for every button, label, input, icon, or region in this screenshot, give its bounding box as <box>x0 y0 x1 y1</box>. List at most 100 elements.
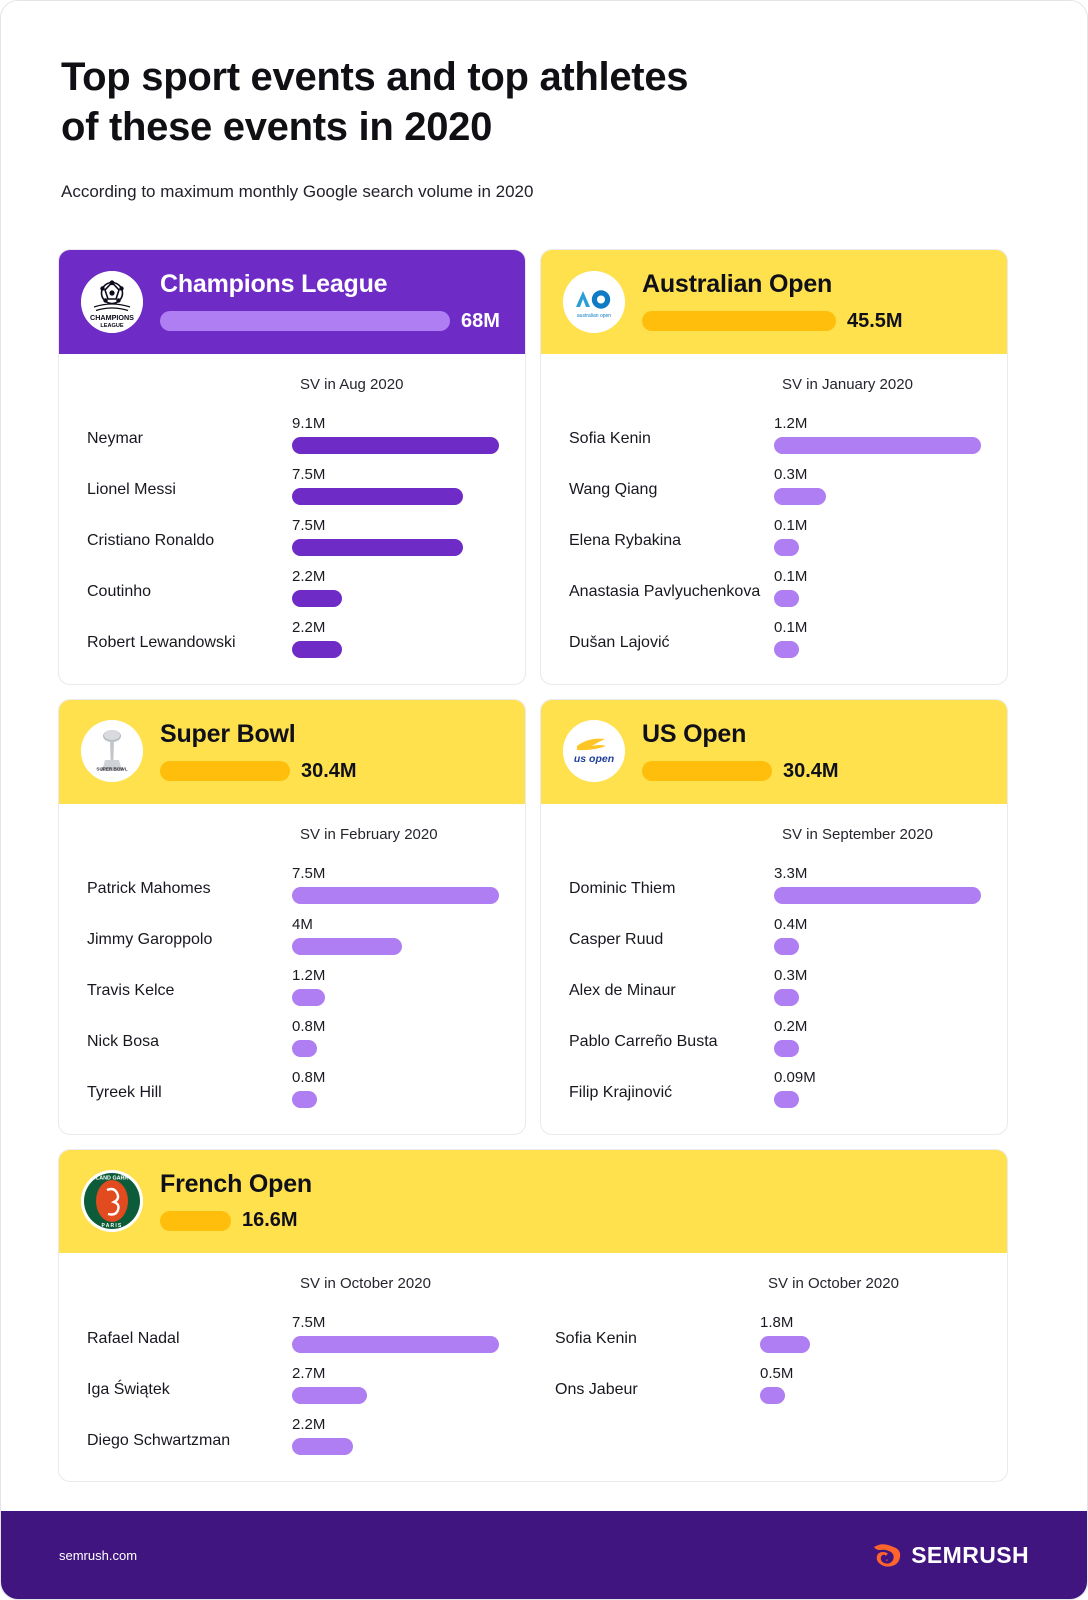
athlete-row: Sofia Kenin 1.2M <box>569 403 985 454</box>
footer-url[interactable]: semrush.com <box>59 1547 138 1563</box>
athlete-bar-wrap: 2.2M <box>292 568 503 607</box>
athlete-value: 7.5M <box>292 465 326 483</box>
athlete-column: SV in September 2020 Dominic Thiem 3.3M … <box>569 826 985 1108</box>
event-card[interactable]: us open US Open 30.4M SV in September 20… <box>540 698 1008 1135</box>
event-volume-row: 45.5M <box>642 310 985 333</box>
athlete-bar-wrap: 0.8M <box>292 1069 503 1108</box>
athlete-bar <box>760 1336 810 1354</box>
champions-league-logo: CHAMPIONS LEAGUE <box>81 270 143 333</box>
athlete-row: Anastasia Pavlyuchenkova 0.1M <box>569 556 985 607</box>
athlete-row: Lionel Messi 7.5M <box>87 454 503 505</box>
athlete-row: Robert Lewandowski 2.2M <box>87 607 503 658</box>
athlete-bar-wrap: 4M <box>292 916 503 955</box>
event-volume-bar <box>642 761 772 782</box>
athlete-bar <box>292 1438 353 1456</box>
athlete-name: Neymar <box>87 430 144 448</box>
athlete-bar-wrap: 7.5M <box>292 865 503 904</box>
athlete-value: 1.8M <box>760 1314 794 1332</box>
event-volume-value: 45.5M <box>847 309 903 332</box>
event-card-body: SV in October 2020 Rafael Nadal 7.5M Iga… <box>59 1253 1007 1481</box>
athlete-bar-wrap: 0.3M <box>774 967 985 1006</box>
athlete-row: Iga Świątek 2.7M <box>87 1353 517 1405</box>
sv-label: SV in January 2020 <box>782 375 913 393</box>
event-card[interactable]: SUPER BOWL Super Bowl 30.4M SV in Februa… <box>58 698 526 1135</box>
athlete-row: Dušan Lajović 0.1M <box>569 607 985 658</box>
athlete-name: Anastasia Pavlyuchenkova <box>569 583 761 601</box>
svg-text:SUPER BOWL: SUPER BOWL <box>96 767 127 772</box>
athlete-bar <box>774 436 981 454</box>
semrush-mark-icon <box>874 1544 901 1567</box>
athlete-row: Casper Ruud 0.4M <box>569 904 985 955</box>
athlete-bar-wrap: 0.1M <box>774 517 985 556</box>
event-header-content: Champions League 68M <box>160 270 503 333</box>
athlete-bar <box>774 589 799 607</box>
event-card-body: SV in February 2020 Patrick Mahomes 7.5M… <box>59 804 525 1134</box>
sv-label: SV in Aug 2020 <box>300 375 404 393</box>
event-card-header: CHAMPIONS LEAGUE Champions League 68M <box>59 250 525 354</box>
event-logo: australian open <box>563 270 625 333</box>
athlete-row: Wang Qiang 0.3M <box>569 454 985 505</box>
athlete-row: Jimmy Garoppolo 4M <box>87 904 503 955</box>
event-card-header: us open US Open 30.4M <box>541 699 1007 804</box>
athlete-bar <box>292 487 463 505</box>
svg-text:CHAMPIONS: CHAMPIONS <box>90 313 134 322</box>
athlete-row: Cristiano Ronaldo 7.5M <box>87 505 503 556</box>
page-title: Top sport events and top athletes of the… <box>61 53 781 152</box>
athlete-bar-wrap: 0.1M <box>774 619 985 658</box>
event-card[interactable]: australian open Australian Open 45.5M SV… <box>540 249 1008 685</box>
athlete-row: Alex de Minaur 0.3M <box>569 955 985 1006</box>
athlete-bar <box>292 1336 499 1354</box>
athlete-bar <box>774 640 799 658</box>
athlete-row: Diego Schwartzman 2.2M <box>87 1404 517 1456</box>
athlete-name: Coutinho <box>87 583 152 601</box>
athlete-row: Nick Bosa 0.8M <box>87 1006 503 1057</box>
svg-text:australian open: australian open <box>577 313 611 319</box>
athlete-column: SV in October 2020 Rafael Nadal 7.5M Iga… <box>87 1275 517 1456</box>
event-name: Champions League <box>160 270 388 299</box>
event-card[interactable]: ROLAND GARROS PARIS French Open 16.6M SV… <box>58 1148 1008 1483</box>
athlete-bar <box>292 640 342 658</box>
svg-text:us open: us open <box>574 753 614 765</box>
athlete-bar <box>292 1090 317 1108</box>
athlete-value: 3.3M <box>774 864 808 882</box>
athlete-bar-wrap: 7.5M <box>292 1314 517 1354</box>
athlete-value: 9.1M <box>292 414 326 432</box>
athlete-value: 0.3M <box>774 966 808 984</box>
athlete-bar <box>292 436 499 454</box>
athlete-name: Travis Kelce <box>87 981 175 999</box>
athlete-bar-wrap: 0.1M <box>774 568 985 607</box>
event-card[interactable]: CHAMPIONS LEAGUE Champions League 68M SV… <box>58 249 526 685</box>
athlete-name: Filip Krajinović <box>569 1083 673 1101</box>
athlete-value: 0.1M <box>774 618 808 636</box>
event-header-content: US Open 30.4M <box>642 720 985 783</box>
athlete-value: 7.5M <box>292 1314 326 1332</box>
athlete-row: Dominic Thiem 3.3M <box>569 853 985 904</box>
athlete-bar-wrap: 9.1M <box>292 415 503 454</box>
athlete-bar <box>774 937 799 955</box>
athlete-name: Rafael Nadal <box>87 1329 180 1347</box>
athlete-bar-wrap: 0.2M <box>774 1018 985 1057</box>
athlete-row: Tyreek Hill 0.8M <box>87 1057 503 1108</box>
event-name: US Open <box>642 719 747 748</box>
athlete-value: 2.2M <box>292 567 326 585</box>
athlete-bar <box>292 589 342 607</box>
athlete-name: Diego Schwartzman <box>87 1431 231 1449</box>
athlete-bar <box>774 988 799 1006</box>
athlete-bar <box>292 1387 367 1405</box>
athlete-bar <box>292 1039 317 1057</box>
athlete-name: Dušan Lajović <box>569 634 670 652</box>
athlete-name: Lionel Messi <box>87 481 176 499</box>
athlete-bar-wrap: 1.8M <box>760 1314 985 1354</box>
athlete-column: SV in Aug 2020 Neymar 9.1M Lionel Messi … <box>87 376 503 658</box>
athlete-bar-wrap: 1.2M <box>292 967 503 1006</box>
athlete-bar-wrap: 7.5M <box>292 466 503 505</box>
athlete-value: 0.4M <box>774 915 808 933</box>
athlete-value: 2.7M <box>292 1365 326 1383</box>
athlete-value: 7.5M <box>292 864 326 882</box>
event-card-header: ROLAND GARROS PARIS French Open 16.6M <box>59 1149 1007 1254</box>
event-header-content: French Open 16.6M <box>160 1170 985 1233</box>
athlete-name: Pablo Carreño Busta <box>569 1032 718 1050</box>
page-title-line1: Top sport events and top athletes <box>61 55 689 99</box>
athlete-name: Sofia Kenin <box>569 430 651 448</box>
athlete-value: 0.8M <box>292 1017 326 1035</box>
